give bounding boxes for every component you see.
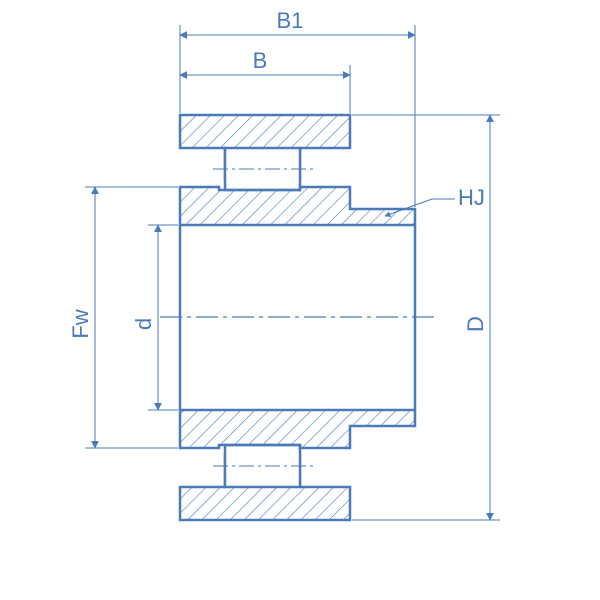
label-B: B bbox=[253, 48, 268, 73]
label-D: D bbox=[463, 316, 488, 332]
label-d: d bbox=[131, 318, 156, 330]
inner-ring-lower bbox=[180, 410, 415, 448]
roller-upper bbox=[225, 148, 300, 190]
inner-ring-upper bbox=[180, 187, 415, 225]
bearing-cross-section-diagram: B1 B HJ D d bbox=[0, 0, 600, 600]
dim-B: B bbox=[180, 48, 350, 113]
label-B1: B1 bbox=[277, 8, 304, 33]
label-Fw: Fw bbox=[68, 309, 93, 338]
label-HJ: HJ bbox=[458, 185, 485, 210]
roller-lower bbox=[225, 445, 300, 487]
